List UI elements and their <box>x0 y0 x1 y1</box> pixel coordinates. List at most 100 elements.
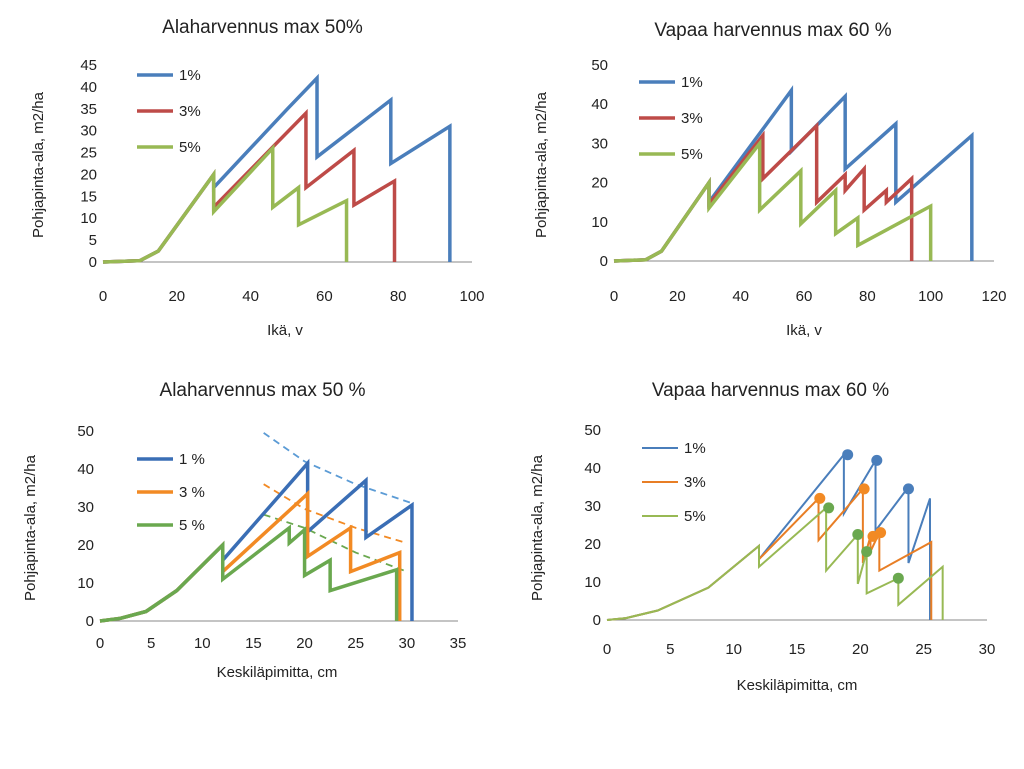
legend-label: 5% <box>179 139 201 156</box>
legend-label: 1% <box>179 67 201 84</box>
y-tick-label: 20 <box>584 536 601 553</box>
y-tick-label: 20 <box>80 166 97 183</box>
series-line-3 <box>606 505 944 621</box>
y-tick-label: 20 <box>591 175 608 192</box>
data-point-marker <box>842 449 854 461</box>
x-tick-label: 0 <box>603 641 611 658</box>
y-tick-label: 5 <box>89 232 97 249</box>
y-tick-label: 0 <box>86 613 94 630</box>
y-tick-label: 40 <box>80 79 97 96</box>
y-tick-label: 30 <box>584 498 601 515</box>
data-point-marker <box>871 454 883 466</box>
x-axis-label: Keskiläpimitta, cm <box>737 677 858 694</box>
x-tick-label: 35 <box>450 635 467 652</box>
legend-label: 1% <box>684 440 706 457</box>
y-tick-label: 10 <box>80 210 97 227</box>
chart-svg: 0 5 10 15 20 25 30 35 0 10 20 30 40 50 Keskiläpimitta,… <box>22 423 467 681</box>
x-tick-label: 5 <box>147 635 155 652</box>
x-tick-label: 0 <box>96 635 104 652</box>
x-tick-label: 10 <box>194 635 211 652</box>
y-tick-label: 50 <box>584 422 601 439</box>
y-tick-label: 25 <box>80 145 97 162</box>
y-tick-label: 15 <box>80 188 97 205</box>
x-tick-label: 20 <box>296 635 313 652</box>
y-tick-label: 10 <box>591 214 608 231</box>
envelope-dashed-line <box>263 432 413 505</box>
chart-title: Vapaa harvennus max 60 % <box>654 20 892 41</box>
series-line-3 <box>99 524 399 623</box>
y-axis-label: Pohjapinta-ala, m2/ha <box>529 454 546 601</box>
x-tick-label: 10 <box>725 641 742 658</box>
x-tick-label: 80 <box>390 288 407 305</box>
legend-label: 3% <box>681 110 703 127</box>
series-line-1 <box>613 85 974 263</box>
legend-label: 5 % <box>179 517 205 534</box>
chart-vapaa-diameter: Vapaa harvennus max 60 % 0 5 10 15 20 25 30 0 10… <box>522 368 1019 720</box>
x-tick-label: 0 <box>610 288 618 305</box>
x-tick-label: 5 <box>666 641 674 658</box>
legend-label: 3 % <box>179 484 205 501</box>
data-point-marker <box>823 502 835 514</box>
chart-alaharvennus-age: Alaharvennus max 50% 0 20 40 60 80 100 0 5 10 15 2… <box>15 5 510 360</box>
chart-alaharvennus-diameter: Alaharvennus max 50 % 0 5 10 15 20 25 30 35 0 10 2… <box>15 368 510 708</box>
data-point-marker <box>861 546 873 558</box>
y-axis-label: Pohjapinta-ala, m2/ha <box>30 91 47 238</box>
y-axis-label: Pohjapinta-ala, m2/ha <box>22 454 39 601</box>
chart-vapaa-age: Vapaa harvennus max 60 % 0 20 40 60 80 100 120… <box>522 5 1024 360</box>
x-tick-label: 60 <box>796 288 813 305</box>
series-line-3 <box>613 138 933 263</box>
legend-label: 3% <box>684 474 706 491</box>
y-tick-label: 30 <box>77 499 94 516</box>
x-tick-label: 100 <box>459 288 484 305</box>
y-tick-label: 30 <box>591 135 608 152</box>
series-line-3 <box>102 143 349 264</box>
legend-label: 5% <box>681 146 703 163</box>
chart-svg: 0 20 40 60 80 100 120 0 10 20 30 40 50 Ikä, v Pohjapin… <box>533 57 1007 339</box>
x-tick-label: 15 <box>245 635 262 652</box>
legend-label: 1% <box>681 74 703 91</box>
y-tick-label: 10 <box>77 575 94 592</box>
x-tick-label: 30 <box>399 635 416 652</box>
data-point-marker <box>858 483 870 495</box>
data-point-marker <box>902 483 914 495</box>
legend-label: 1 % <box>179 451 205 468</box>
x-axis-label: Ikä, v <box>267 322 303 339</box>
x-tick-label: 20 <box>852 641 869 658</box>
y-tick-label: 30 <box>80 123 97 140</box>
y-tick-label: 10 <box>584 574 601 591</box>
x-tick-label: 20 <box>669 288 686 305</box>
x-tick-label: 25 <box>347 635 364 652</box>
series-line-2 <box>606 486 933 621</box>
y-tick-label: 50 <box>591 57 608 74</box>
legend-label: 3% <box>179 103 201 120</box>
y-tick-label: 0 <box>600 253 608 270</box>
x-tick-label: 40 <box>732 288 749 305</box>
x-axis-label: Ikä, v <box>786 322 822 339</box>
chart-svg: 0 5 10 15 20 25 30 0 10 20 30 40 50 Keskiläpimitta, c… <box>529 422 996 694</box>
data-point-marker <box>875 527 887 539</box>
data-point-marker <box>892 572 904 584</box>
chart-title: Vapaa harvennus max 60 % <box>651 380 890 401</box>
x-tick-label: 30 <box>979 641 996 658</box>
y-tick-label: 0 <box>89 254 97 271</box>
chart-title: Alaharvennus max 50% <box>162 17 363 38</box>
x-tick-label: 25 <box>915 641 932 658</box>
x-axis-label: Keskiläpimitta, cm <box>217 664 338 681</box>
y-tick-label: 50 <box>77 423 94 440</box>
x-tick-label: 40 <box>242 288 259 305</box>
x-tick-label: 15 <box>789 641 806 658</box>
data-point-marker <box>852 529 864 540</box>
x-tick-label: 0 <box>99 288 107 305</box>
x-tick-label: 20 <box>168 288 185 305</box>
y-tick-label: 0 <box>593 612 601 629</box>
legend-label: 5% <box>684 508 706 525</box>
envelope-dashed-line <box>263 483 408 544</box>
chart-svg: 0 20 40 60 80 100 0 5 10 15 20 25 30 35 40 45 Ikä, v Pohj… <box>30 57 485 339</box>
series-line-2 <box>102 108 397 264</box>
x-tick-label: 80 <box>859 288 876 305</box>
y-tick-label: 40 <box>584 460 601 477</box>
data-point-marker <box>814 492 826 504</box>
y-axis-label: Pohjapinta-ala, m2/ha <box>533 91 550 238</box>
series-line-1 <box>102 73 452 264</box>
y-tick-label: 45 <box>80 57 97 74</box>
